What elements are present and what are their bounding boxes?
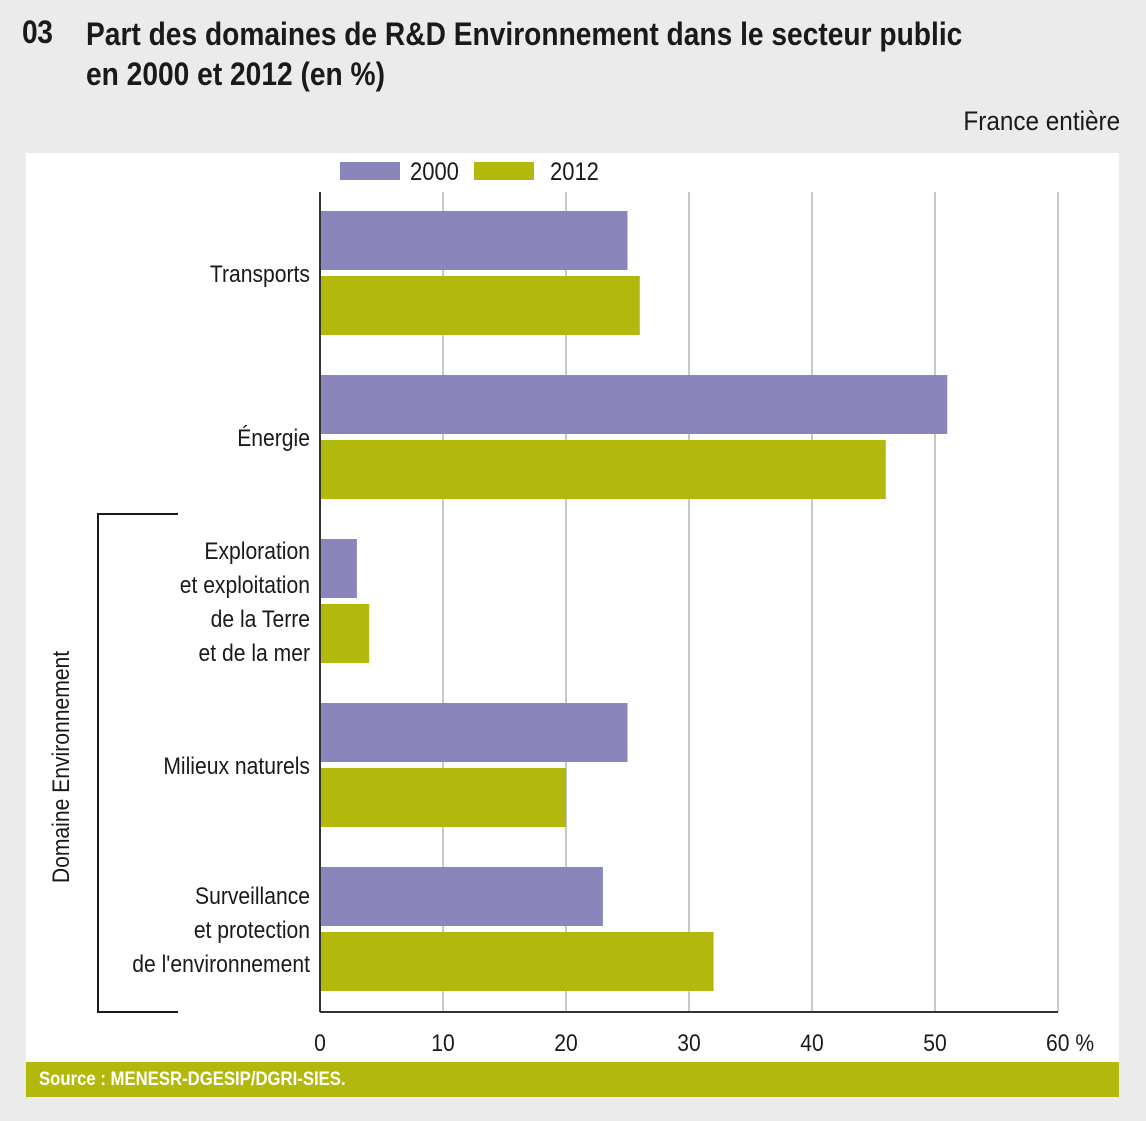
category-label: de la Terre	[211, 606, 310, 633]
bars	[321, 211, 948, 991]
chart-subtitle: France entière	[963, 106, 1120, 136]
chart-title-line-2: en 2000 et 2012 (en %)	[86, 56, 385, 92]
bar-2000	[321, 375, 948, 434]
chart-title-line-1: Part des domaines de R&D Environnement d…	[86, 16, 963, 52]
category-label: et protection	[194, 917, 310, 944]
bar-2000	[321, 867, 603, 926]
source-text: Source : MENESR-DGESIP/DGRI-SIES.	[39, 1069, 346, 1090]
bar-2012	[321, 604, 370, 663]
bar-2012	[321, 768, 566, 827]
x-tick-labels: 0 10 20 30 40 50 60 %	[314, 1030, 1094, 1057]
legend-label-2012: 2012	[550, 158, 599, 186]
x-tick-label: 10	[431, 1030, 454, 1057]
x-tick-label: 40	[800, 1030, 823, 1057]
legend-swatch-2012	[474, 162, 534, 180]
legend-swatch-2000	[340, 162, 400, 180]
x-tick-label: 60 %	[1046, 1030, 1094, 1057]
figure-number: 03	[22, 14, 53, 50]
axes	[319, 192, 1058, 1013]
source-bar: Source : MENESR-DGESIP/DGRI-SIES.	[26, 1062, 1119, 1097]
bar-2000	[321, 703, 628, 762]
category-label: et exploitation	[180, 572, 310, 599]
bar-2012	[321, 276, 640, 335]
x-tick-label: 50	[923, 1030, 946, 1057]
x-tick-label: 20	[554, 1030, 577, 1057]
category-label: et de la mer	[199, 640, 311, 667]
category-label: Transports	[210, 261, 310, 288]
bar-2000	[321, 539, 357, 598]
x-tick-label: 30	[677, 1030, 700, 1057]
category-label: Milieux naturels	[163, 753, 310, 780]
legend: 2000 2012	[340, 158, 599, 186]
category-label: Exploration	[204, 538, 310, 565]
group-bracket: Domaine Environnement	[48, 513, 178, 1013]
category-label: Surveillance	[195, 883, 310, 910]
bar-2012	[321, 932, 714, 991]
legend-label-2000: 2000	[410, 158, 459, 186]
bracket-line	[97, 513, 178, 1013]
category-label: de l'environnement	[132, 951, 310, 978]
group-label-domaine-environnement: Domaine Environnement	[48, 650, 75, 883]
bar-2000	[321, 211, 628, 270]
category-labels: Transports Énergie Exploration et exploitat…	[132, 261, 310, 978]
bar-2012	[321, 440, 886, 499]
x-tick-label: 0	[314, 1030, 326, 1057]
category-label: Énergie	[237, 425, 310, 452]
chart-title: Part des domaines de R&D Environnement d…	[86, 14, 1054, 94]
